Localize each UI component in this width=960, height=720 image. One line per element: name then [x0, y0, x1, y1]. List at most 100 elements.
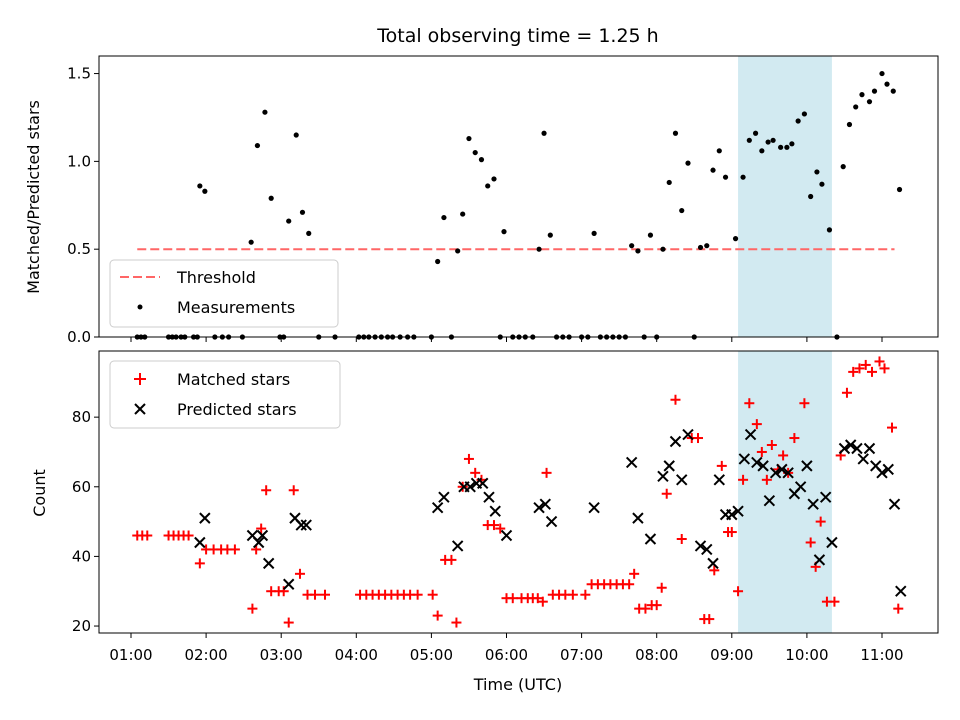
x-tick-label: 09:00	[710, 646, 753, 664]
x-tick-label: 04:00	[335, 646, 378, 664]
measurement-point	[770, 137, 776, 143]
matched-star-point	[532, 593, 543, 604]
predicted-star-point	[451, 540, 464, 552]
matched-star-point	[651, 600, 662, 611]
matched-star-point	[294, 568, 305, 579]
measurement-point	[536, 246, 542, 252]
legend-predicted-swatch	[134, 403, 146, 415]
matched-star-point	[320, 589, 331, 600]
matched-star-point	[860, 359, 871, 370]
measurement-point	[485, 183, 491, 189]
measurement-point	[202, 188, 208, 194]
measurement-point	[795, 118, 801, 124]
measurement-point	[679, 207, 685, 214]
predicted-star-point	[256, 529, 269, 542]
predicted-star-point	[851, 442, 863, 455]
matched-star-point	[488, 520, 499, 531]
x-tick-label: 03:00	[260, 646, 303, 664]
matched-star-point	[693, 433, 704, 444]
matched-star-point	[751, 419, 762, 430]
matched-star-point	[841, 387, 852, 398]
matched-star-point	[580, 589, 591, 600]
measurement-point	[472, 149, 478, 156]
matched-star-point	[805, 537, 816, 548]
predicted-star-point	[782, 467, 794, 479]
count-y-tick-label: 40	[72, 547, 91, 565]
measurement-point	[814, 169, 820, 175]
x-tick-label: 07:00	[560, 646, 603, 664]
predicted-star-point	[863, 442, 876, 455]
matched-star-point	[624, 579, 635, 590]
measurement-point	[871, 88, 878, 94]
matched-star-point	[893, 603, 904, 614]
matched-star-point	[661, 488, 672, 499]
measurement-point	[819, 181, 825, 187]
predicted-star-point	[252, 536, 265, 549]
matched-star-point	[761, 474, 772, 485]
legend-matched-label: Matched stars	[177, 370, 290, 389]
predicted-star-point	[838, 442, 851, 455]
measurement-point	[746, 137, 752, 143]
matched-star-point	[709, 565, 720, 576]
matched-star-point	[640, 603, 651, 614]
matched-star-point	[412, 589, 423, 600]
predicted-star-point	[464, 481, 476, 493]
ratio-y-tick-label: 0.5	[67, 240, 91, 258]
measurement-point	[740, 174, 746, 180]
measurement-point	[660, 246, 666, 252]
predicted-star-point	[625, 456, 638, 469]
measurement-point	[286, 218, 292, 224]
predicted-star-point	[694, 540, 707, 552]
measurement-point	[466, 135, 472, 142]
measurement-point	[306, 230, 312, 236]
measurement-point	[716, 148, 722, 154]
measurement-point	[789, 141, 795, 147]
matched-star-point	[756, 446, 767, 457]
matched-star-point	[541, 467, 552, 478]
matched-star-point	[247, 603, 258, 614]
matched-star-point	[829, 596, 840, 607]
ratio-y-tick-label: 1.0	[67, 152, 91, 170]
x-tick-label: 08:00	[635, 646, 678, 664]
predicted-star-point	[194, 536, 206, 549]
matched-star-point	[778, 450, 789, 461]
predicted-star-point	[657, 470, 669, 483]
predicted-star-point	[701, 543, 713, 556]
predicted-star-point	[845, 439, 857, 451]
count-y-tick-label: 80	[72, 408, 91, 426]
measurement-point	[840, 164, 846, 170]
ratio-legend: Threshold Measurements	[109, 259, 339, 328]
predicted-star-point	[545, 515, 558, 528]
measurement-point	[685, 160, 691, 166]
matched-star-point	[716, 460, 727, 471]
measurement-point	[710, 167, 716, 173]
predicted-star-point	[500, 529, 513, 542]
measurement-point	[866, 99, 873, 105]
legend-predicted-label: Predicted stars	[177, 400, 297, 419]
matched-star-point	[194, 558, 205, 569]
matched-star-point	[507, 593, 518, 604]
matched-star-point	[887, 422, 898, 433]
predicted-star-point	[888, 498, 901, 510]
predicted-star-point	[826, 536, 838, 549]
measurement-point	[435, 258, 441, 265]
matched-star-point	[799, 398, 810, 409]
measurement-point	[884, 81, 890, 87]
count-legend: Matched stars Predicted stars	[109, 360, 341, 429]
matched-star-point	[815, 516, 826, 527]
measurement-point	[697, 244, 704, 251]
predicted-star-point	[483, 491, 495, 503]
predicted-star-point	[744, 428, 757, 441]
matched-star-point	[261, 485, 272, 496]
highlight-span-top	[738, 56, 832, 337]
x-tick-label: 05:00	[410, 646, 453, 664]
predicted-star-point	[489, 505, 501, 517]
measurement-point	[722, 174, 729, 180]
ratio-y-tick-label: 0.0	[67, 328, 91, 346]
predicted-star-point	[300, 519, 312, 531]
count-y-tick-label: 20	[72, 617, 91, 635]
predicted-star-point	[801, 460, 813, 472]
predicted-star-point	[876, 467, 888, 479]
measurement-point	[591, 230, 597, 236]
